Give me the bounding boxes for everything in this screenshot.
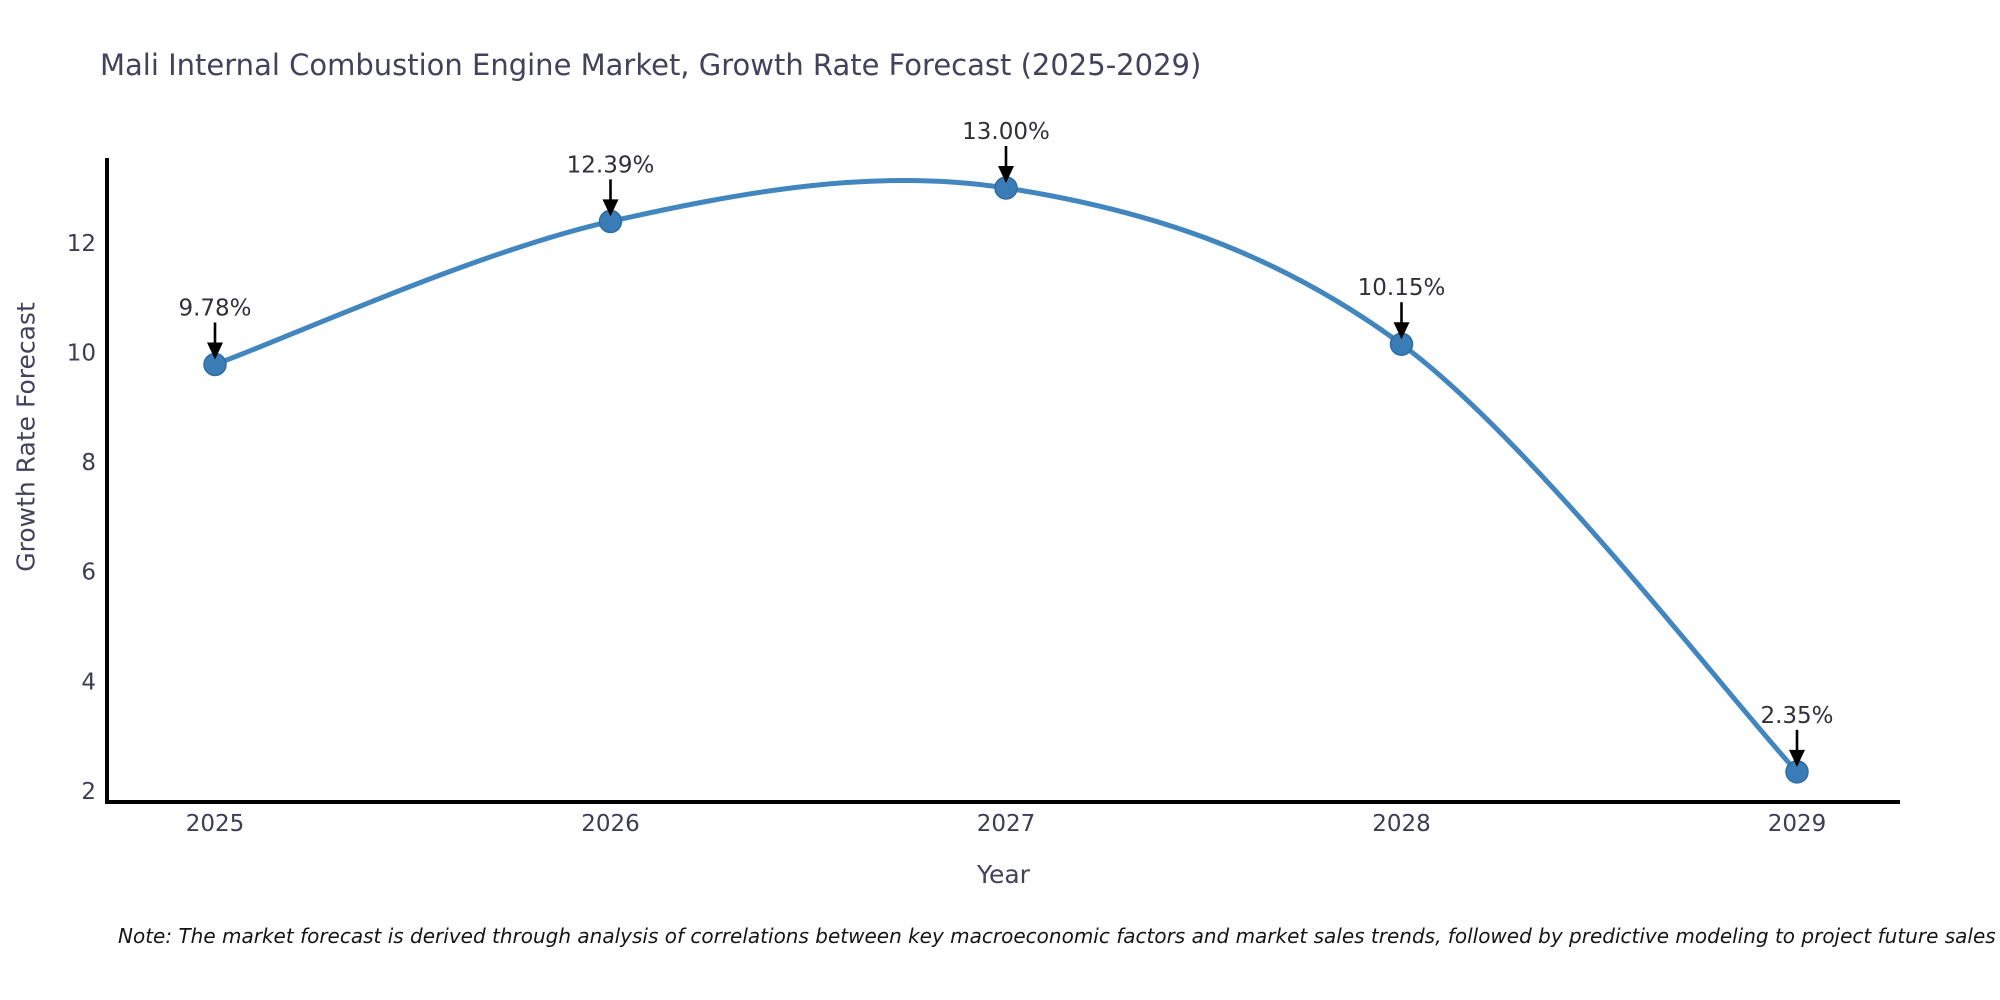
chart-title: Mali Internal Combustion Engine Market, … <box>100 48 1202 82</box>
point-label: 12.39% <box>567 152 655 178</box>
y-tick-label: 4 <box>81 669 96 695</box>
point-label: 10.15% <box>1358 275 1446 301</box>
footnote: Note: The market forecast is derived thr… <box>118 924 1996 948</box>
x-tick-label: 2028 <box>1372 811 1431 837</box>
x-axis-title: Year <box>977 860 1030 889</box>
y-tick-label: 8 <box>81 450 96 476</box>
annotation-arrow-head <box>602 199 619 217</box>
point-label: 2.35% <box>1760 703 1833 729</box>
annotation-arrow-head <box>1789 749 1805 767</box>
x-tick-label: 2027 <box>977 811 1036 837</box>
point-label: 9.78% <box>178 295 251 321</box>
annotation-arrow-head <box>1393 322 1410 340</box>
x-tick-label: 2026 <box>581 811 640 837</box>
y-tick-label: 6 <box>81 560 96 586</box>
annotation-arrow-head <box>998 165 1014 183</box>
point-label: 13.00% <box>962 119 1050 145</box>
forecast-line <box>212 177 1800 775</box>
x-tick-label: 2029 <box>1768 811 1827 837</box>
y-tick-label: 12 <box>67 231 96 257</box>
annotation-arrow-head <box>207 342 223 360</box>
y-tick-label: 10 <box>67 340 96 366</box>
x-tick-label: 2025 <box>186 811 245 837</box>
y-tick-label: 2 <box>81 779 96 805</box>
